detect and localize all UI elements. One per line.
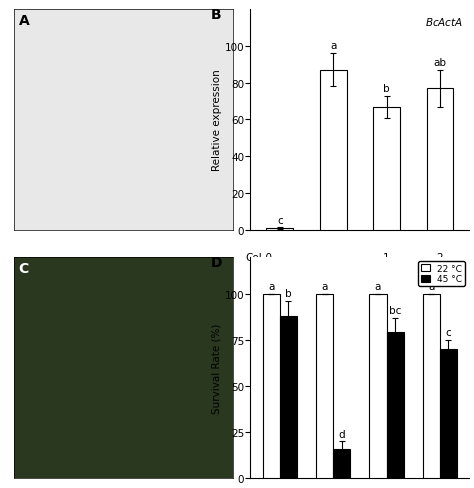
Text: a: a	[375, 282, 381, 291]
Bar	[266, 229, 293, 231]
Bar	[427, 89, 453, 231]
Text: b: b	[383, 83, 390, 94]
Bar	[333, 449, 350, 478]
Text: C: C	[18, 262, 29, 276]
Bar	[373, 107, 400, 231]
Text: a: a	[268, 282, 274, 291]
Text: d: d	[338, 428, 345, 439]
Text: D: D	[211, 255, 223, 269]
Text: 1: 1	[383, 253, 390, 263]
Y-axis label: Relative expression: Relative expression	[212, 69, 222, 171]
Bar	[387, 333, 404, 478]
Text: $\it{atwrky33}$: $\it{atwrky33}$	[363, 288, 410, 302]
Bar	[423, 294, 440, 478]
Bar	[369, 294, 387, 478]
Text: c: c	[446, 327, 451, 337]
Text: $\it{BcActA}$: $\it{BcActA}$	[425, 17, 463, 28]
Text: b: b	[285, 289, 292, 299]
Bar	[440, 349, 457, 478]
Text: B: B	[211, 7, 222, 21]
Text: a: a	[330, 41, 337, 51]
Y-axis label: Survival Rate (%): Survival Rate (%)	[212, 323, 222, 413]
Text: c: c	[277, 215, 283, 225]
Text: $\it{AtW25::AtW33}$: $\it{AtW25::AtW33}$	[373, 270, 454, 283]
Bar	[263, 294, 280, 478]
Bar	[320, 71, 346, 231]
Bar	[280, 316, 297, 478]
Text: A: A	[18, 14, 29, 28]
Text: bc: bc	[389, 305, 401, 315]
Bar	[316, 294, 333, 478]
Text: Col-0: Col-0	[246, 253, 273, 263]
Legend: 22 °C, 45 °C: 22 °C, 45 °C	[418, 262, 465, 286]
Text: a: a	[428, 282, 435, 291]
Text: 2: 2	[437, 253, 443, 263]
Text: a: a	[321, 282, 328, 291]
Text: –: –	[330, 253, 336, 263]
Text: ab: ab	[433, 58, 447, 68]
